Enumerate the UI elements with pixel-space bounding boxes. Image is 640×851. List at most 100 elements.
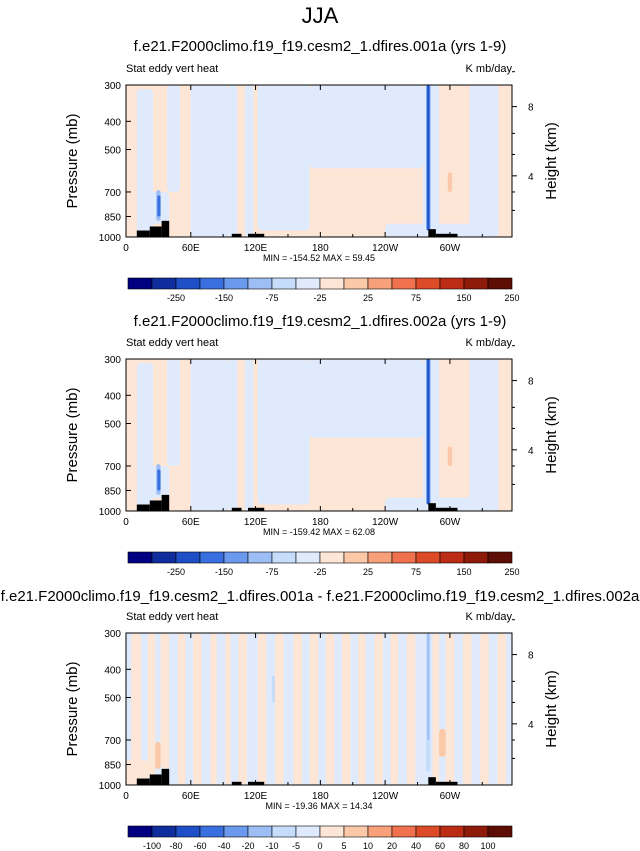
colorbar-swatch [343, 277, 369, 290]
colorbar-label: -250 [167, 567, 185, 577]
colorbar-swatch [319, 825, 345, 838]
colorbar-swatch [415, 277, 441, 290]
panel-left-label: Stat eddy vert heat [126, 611, 218, 623]
contour-patch [160, 633, 170, 769]
x-tick-label: 120W [372, 243, 399, 254]
colorbar-label: 5 [341, 841, 346, 851]
height-tick-label: 8 [528, 103, 534, 114]
contour-patch [167, 85, 180, 192]
colorbar-swatch [175, 825, 201, 838]
topography-mask [149, 500, 162, 511]
topography-mask [435, 233, 458, 237]
contour-patch [385, 497, 494, 511]
contour-patch [275, 633, 284, 785]
y-tick-label: 1000 [99, 507, 122, 518]
colorbar-label: -40 [217, 841, 230, 851]
colorbar-swatch [343, 551, 369, 564]
topography-mask [231, 507, 242, 511]
contour-patch [257, 359, 310, 505]
colorbar-label: -10 [265, 841, 278, 851]
colorbar-label: -100 [143, 841, 161, 851]
colorbar-swatch [151, 551, 177, 564]
topography-mask [136, 504, 150, 511]
contour-patch [190, 359, 229, 511]
colorbar-label: 150 [456, 293, 471, 303]
contour-patch [427, 85, 430, 231]
y-axis-title: Pressure (mb) [64, 661, 81, 756]
y-tick-label: 300 [104, 355, 121, 366]
contour-patch [385, 223, 494, 237]
colorbar-swatch [391, 277, 417, 290]
colorbar-label: 250 [504, 567, 519, 577]
x-tick-label: 120W [372, 517, 399, 528]
colorbar-swatch [295, 551, 321, 564]
colorbar-swatch [487, 825, 513, 838]
colorbar-swatch [151, 825, 177, 838]
topography-mask [161, 494, 170, 511]
contour-patch [293, 633, 302, 785]
y-axis-right-title: Height (km) [543, 670, 560, 748]
colorbar-swatch [247, 277, 273, 290]
contour-patch [390, 633, 399, 785]
contour-patch [480, 633, 489, 785]
contour-patch [432, 633, 440, 785]
contour-patch [427, 633, 430, 740]
contour-patch [445, 633, 455, 785]
colorbar-label: 150 [456, 567, 471, 577]
contour-patch [469, 85, 499, 237]
y-tick-label: 300 [104, 629, 121, 640]
x-tick-label: 60E [182, 517, 200, 528]
topography-mask [428, 229, 436, 237]
contour-patch [257, 85, 310, 231]
colorbar-label: -150 [215, 293, 233, 303]
colorbar-swatch [199, 825, 225, 838]
contour-patch [374, 633, 383, 785]
contour-patch [210, 633, 217, 785]
y-tick-label: 850 [104, 486, 121, 497]
contour-patch [422, 359, 440, 511]
contour-patch [190, 85, 229, 237]
colorbar-label: -150 [215, 567, 233, 577]
colorbar-swatch [439, 825, 465, 838]
topography-mask [231, 781, 242, 785]
contour-patch [309, 633, 319, 785]
contour-patch [225, 633, 231, 785]
topography-mask [248, 233, 265, 237]
panel-left-label: Stat eddy vert heat [126, 63, 218, 75]
panel-units-label: K mb/day [466, 611, 513, 623]
x-tick-label: 120E [244, 791, 268, 802]
min-max-stats: MIN = -154.52 MAX = 59.45 [263, 253, 375, 263]
contour-patch [192, 633, 202, 785]
height-tick-label: 4 [528, 446, 534, 457]
contour-patch [244, 359, 254, 511]
x-tick-label: 180 [312, 791, 329, 802]
colorbar-swatch [271, 825, 297, 838]
colorbar-swatch [175, 277, 201, 290]
x-tick-label: 60E [182, 791, 200, 802]
y-tick-label: 500 [104, 419, 121, 430]
y-tick-label: 850 [104, 760, 121, 771]
colorbar-swatch [391, 551, 417, 564]
colorbar-swatch [367, 551, 393, 564]
colorbar-label: -25 [313, 567, 326, 577]
y-tick-label: 300 [104, 81, 121, 92]
contour-patch [177, 633, 186, 785]
colorbar-label: -80 [169, 841, 182, 851]
height-tick-label: 4 [528, 172, 534, 183]
y-tick-label: 700 [104, 462, 121, 473]
y-axis-title: Pressure (mb) [64, 387, 81, 482]
min-max-stats: MIN = -19.36 MAX = 14.34 [265, 801, 372, 811]
x-tick-label: 180 [312, 243, 329, 254]
colorbar-swatch [319, 551, 345, 564]
colorbar-swatch [175, 551, 201, 564]
contour-patch [325, 633, 335, 785]
colorbar-swatch [127, 551, 153, 564]
colorbar-label: 25 [363, 567, 373, 577]
colorbar-label: 60 [435, 841, 445, 851]
contour-patch [469, 359, 499, 511]
x-tick-label: 0 [123, 243, 129, 254]
height-tick-label: 8 [528, 651, 534, 662]
colorbar-swatch [487, 551, 513, 564]
contour-field [126, 633, 512, 785]
